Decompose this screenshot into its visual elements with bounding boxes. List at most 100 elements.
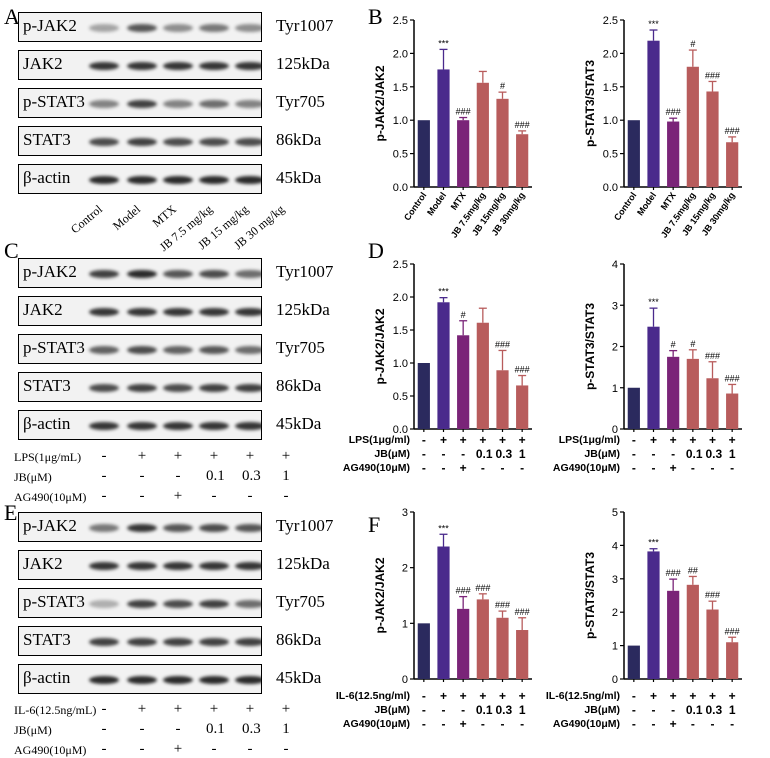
bar: [516, 134, 529, 187]
condition-value: -: [101, 448, 107, 464]
condition-value: +: [209, 701, 219, 717]
blot-band: [127, 422, 157, 430]
chart-condition-value: -: [421, 689, 426, 703]
chart-condition-value: -: [421, 461, 426, 475]
y-tick-label: 1.0: [393, 115, 408, 127]
chart-d-pjak2: 0.00.51.01.52.02.5p-JAK2/JAK2***#######: [373, 259, 532, 436]
chart-condition-value: -: [500, 461, 505, 475]
chart-condition-value: +: [669, 433, 677, 447]
blot-band: [89, 384, 119, 392]
chart-condition-value: 0.3: [495, 703, 513, 717]
chart-condition-value: -: [441, 447, 446, 461]
condition-value: +: [245, 448, 255, 464]
condition-value: -: [101, 488, 107, 504]
significance-label: ###: [495, 339, 510, 349]
y-axis-label: p-JAK2/JAK2: [373, 65, 387, 141]
y-tick-label: 1.5: [603, 82, 618, 94]
bar: [686, 584, 699, 679]
significance-label: #: [671, 340, 676, 350]
blot-band: [235, 176, 261, 184]
chart-condition-label: JB(μM): [374, 704, 410, 716]
blot-band: [163, 24, 193, 32]
blot-band: [163, 270, 193, 278]
y-tick-label: 1: [402, 618, 408, 630]
condition-label: IL-6(12.5ng/mL): [14, 703, 97, 717]
significance-label: ###: [515, 120, 530, 130]
y-tick-label: 2: [612, 607, 618, 619]
blot-row-2: p-STAT3: [18, 334, 262, 364]
bar: [496, 617, 509, 679]
condition-label: JB(μM): [14, 723, 52, 737]
blot-band: [199, 638, 229, 646]
chart-condition-value: -: [671, 447, 676, 461]
condition-value: -: [175, 468, 181, 484]
blot-band: [127, 24, 157, 32]
blot-band: [163, 422, 193, 430]
significance-label: ###: [705, 70, 720, 80]
significance-label: #: [461, 310, 466, 320]
chart-condition-value: +: [498, 433, 506, 447]
condition-value: -: [283, 488, 289, 504]
bar: [667, 121, 680, 187]
significance-label: ***: [438, 523, 449, 533]
chart-condition-value: -: [520, 461, 525, 475]
bar: [667, 590, 680, 679]
blot-row-4: β-actin: [18, 410, 262, 440]
chart-condition-label: JB(μM): [374, 448, 410, 460]
chart-condition-value: 0.3: [705, 703, 723, 717]
condition-value: -: [101, 468, 107, 484]
blot-row-label: β-actin: [23, 168, 71, 187]
condition-value: -: [247, 488, 253, 504]
condition-value: -: [139, 488, 145, 504]
blot-row-2: p-STAT3: [18, 88, 262, 118]
blot-band: [235, 384, 261, 392]
blot-row-label: STAT3: [23, 376, 71, 395]
condition-value: -: [211, 488, 217, 504]
blot-band: [127, 384, 157, 392]
blot-band: [199, 100, 229, 108]
bar: [457, 608, 470, 679]
x-tick-label: Model: [425, 190, 448, 217]
y-tick-label: 0.0: [603, 182, 618, 194]
bar: [726, 642, 739, 679]
condition-value: -: [283, 741, 289, 757]
blot-band: [127, 176, 157, 184]
chart-condition-value: -: [500, 717, 505, 731]
y-tick-label: 2.5: [393, 15, 408, 27]
condition-value: -: [247, 741, 253, 757]
significance-label: ###: [475, 583, 490, 593]
panel-letter-f: F: [368, 512, 381, 537]
chart-condition-value: 0.1: [475, 703, 493, 717]
blot-row-2: p-STAT3: [18, 588, 262, 618]
blot-band: [235, 308, 261, 316]
blot-row-3: STAT3: [18, 372, 262, 402]
blot-band: [89, 524, 119, 532]
condition-value: 0.3: [242, 468, 261, 484]
blot-row-label: JAK2: [23, 300, 63, 319]
bar: [726, 142, 739, 187]
blot-band: [127, 62, 157, 70]
panel-letter-e: E: [4, 500, 18, 525]
blot-row-label: p-JAK2: [23, 16, 77, 35]
blot-band: [127, 270, 157, 278]
chart-condition-value: +: [728, 433, 736, 447]
blot-row-marker: 45kDa: [276, 414, 322, 433]
bar: [647, 40, 660, 187]
chart-condition-value: -: [480, 461, 485, 475]
bar: [457, 120, 470, 187]
panel-letter-c: C: [4, 238, 19, 263]
condition-value: +: [245, 701, 255, 717]
condition-value: +: [173, 701, 183, 717]
bar: [726, 393, 739, 429]
chart-condition-value: -: [651, 447, 656, 461]
y-tick-label: 2: [402, 563, 408, 575]
blot-band: [199, 562, 229, 570]
blot-band: [127, 600, 157, 608]
bar: [437, 546, 450, 679]
y-tick-label: 3: [612, 574, 618, 586]
x-tick-label: MTX: [449, 190, 468, 211]
y-tick-label: 3: [612, 300, 618, 312]
bar: [476, 82, 489, 187]
chart-condition-value: 0.3: [495, 447, 513, 461]
